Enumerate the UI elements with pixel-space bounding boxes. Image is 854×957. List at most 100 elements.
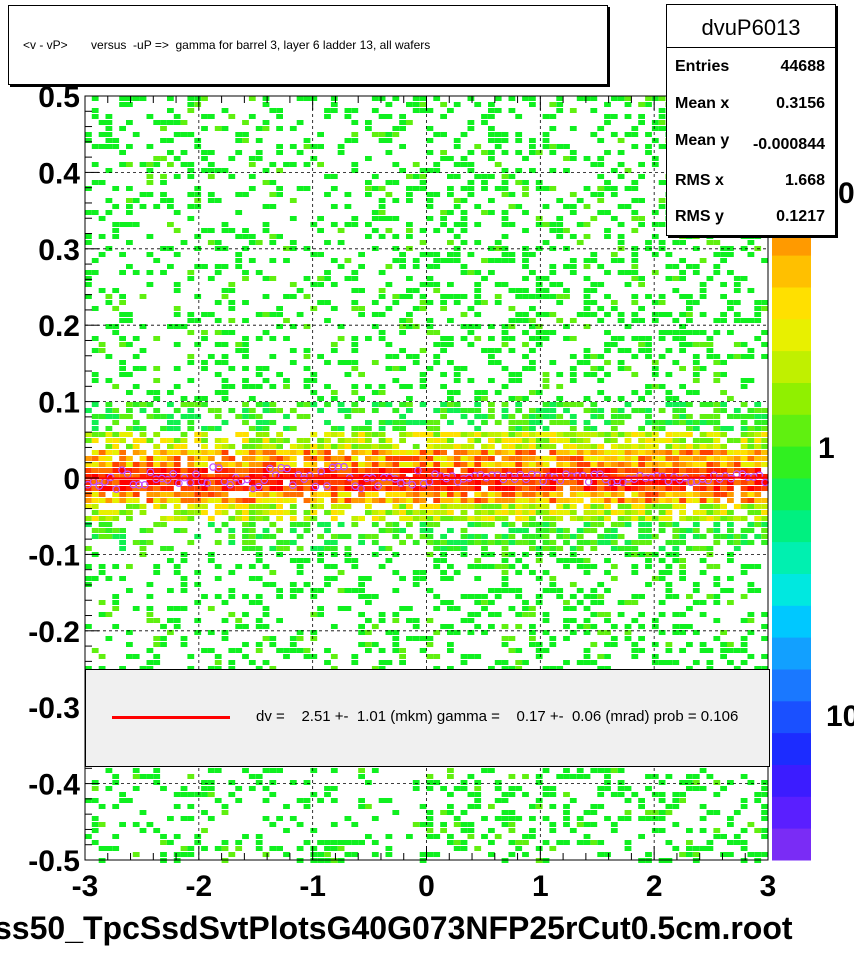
heatmap-cell [132,474,140,479]
heatmap-cell [330,426,338,431]
heatmap-cell [501,588,509,593]
heatmap-cell [529,540,536,545]
heatmap-cell [262,528,270,533]
heatmap-cell [132,654,140,659]
heatmap-cell [426,150,434,155]
heatmap-cell [515,456,523,461]
heatmap-cell [371,132,379,137]
heatmap-cell [194,246,202,251]
heatmap-cell [194,504,202,509]
heatmap-cell [610,768,618,773]
heatmap-cell [146,174,154,179]
heatmap-cell [337,240,345,245]
heatmap-cell [98,612,106,617]
heatmap-cell [658,528,666,533]
heatmap-cell [583,462,591,467]
heatmap-cell [242,384,249,389]
heatmap-cell [556,300,564,305]
heatmap-cell [617,468,625,473]
heatmap-cell [392,492,400,497]
heatmap-cell [542,630,550,635]
heatmap-cell [515,138,523,143]
heatmap-cell [91,432,99,437]
heatmap-cell [747,510,755,515]
heatmap-cell [173,324,181,329]
heatmap-cell [160,456,167,461]
heatmap-cell [610,642,618,647]
heatmap-cell [535,498,543,503]
heatmap-cell [433,330,441,335]
heatmap-cell [549,144,557,149]
heatmap-cell [419,372,427,377]
heatmap-cell [515,498,523,503]
heatmap-cell [160,192,167,197]
heatmap-cell [330,666,338,671]
heatmap-cell [160,840,167,845]
heatmap-cell [706,444,714,449]
heatmap-cell [447,480,454,485]
heatmap-cell [522,522,529,527]
heatmap-cell [699,456,707,461]
heatmap-cell [686,234,693,239]
heatmap-cell [262,432,270,437]
heatmap-cell [508,636,516,641]
heatmap-cell [658,294,666,299]
heatmap-cell [392,468,400,473]
heatmap-cell [542,522,550,527]
heatmap-cell [563,528,570,533]
heatmap-cell [440,450,447,455]
heatmap-cell [283,318,290,323]
heatmap-cell [740,402,748,407]
heatmap-cell [583,486,591,491]
heatmap-cell [440,294,447,299]
heatmap-cell [733,408,741,413]
heatmap-cell [201,846,208,851]
heatmap-cell [242,192,249,197]
heatmap-cell [686,468,693,473]
heatmap-cell [447,282,454,287]
heatmap-cell [604,372,611,377]
heatmap-cell [474,786,482,791]
heatmap-cell [713,504,721,509]
heatmap-cell [344,474,352,479]
heatmap-cell [508,528,516,533]
heatmap-cell [481,444,488,449]
heatmap-cell [467,468,475,473]
heatmap-cell [467,654,475,659]
heatmap-cell [713,408,721,413]
heatmap-cell [569,546,577,551]
heatmap-cell [549,846,557,851]
heatmap-cell [433,606,441,611]
heatmap-cell [406,318,413,323]
heatmap-cell [153,396,161,401]
heatmap-cell [146,144,154,149]
heatmap-cell [651,444,659,449]
heatmap-cell [351,852,359,857]
heatmap-cell [344,222,352,227]
heatmap-cell [242,504,249,509]
heatmap-cell [385,354,393,359]
heatmap-cell [167,516,174,521]
heatmap-cell [699,450,707,455]
heatmap-cell [180,516,188,521]
heatmap-cell [173,228,181,233]
heatmap-cell [590,456,598,461]
heatmap-cell [590,162,598,167]
heatmap-cell [296,402,304,407]
heatmap-cell [105,324,113,329]
heatmap-cell [406,402,413,407]
heatmap-cell [337,570,345,575]
heatmap-cell [269,258,277,263]
heatmap-cell [426,834,434,839]
heatmap-cell [399,648,406,653]
heatmap-cell [248,462,256,467]
heatmap-cell [515,114,523,119]
heatmap-cell [583,156,591,161]
heatmap-cell [597,198,605,203]
heatmap-cell [440,384,447,389]
heatmap-cell [119,450,126,455]
heatmap-cell [324,648,331,653]
heatmap-cell [139,408,147,413]
heatmap-cell [85,132,92,137]
profile-point [260,476,269,484]
